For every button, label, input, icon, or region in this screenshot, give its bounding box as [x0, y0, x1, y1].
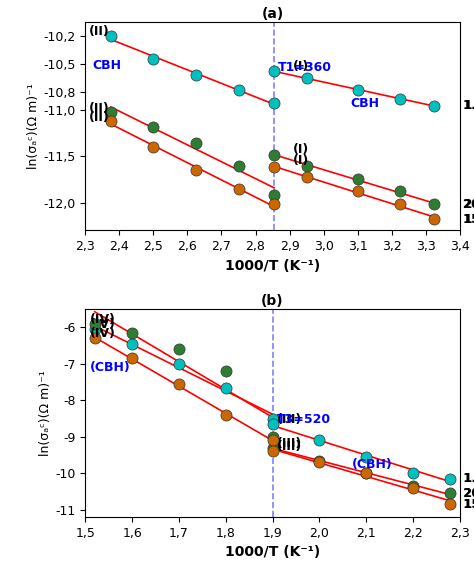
Text: 150 KHz: 150 KHz: [463, 212, 474, 226]
Point: [175, 379, 182, 388]
Point: [362, 469, 370, 478]
Text: (I): (I): [293, 143, 309, 156]
Point: [269, 420, 276, 429]
Point: [91, 325, 99, 334]
Text: 202 KHz: 202 KHz: [456, 198, 474, 211]
Point: [362, 452, 370, 461]
Title: (a): (a): [262, 7, 283, 21]
Point: [271, 191, 278, 200]
Point: [91, 319, 99, 328]
Point: [354, 175, 362, 184]
Point: [222, 383, 229, 392]
Point: [192, 166, 200, 175]
Text: (CBH): (CBH): [352, 458, 393, 471]
Point: [316, 458, 323, 467]
Point: [447, 474, 454, 483]
Point: [128, 354, 136, 363]
Point: [175, 345, 182, 354]
Point: [269, 436, 276, 445]
Point: [269, 443, 276, 452]
Point: [430, 200, 438, 209]
Point: [235, 161, 242, 170]
Point: [409, 468, 417, 477]
Y-axis label: ln(σₐᶜ)(Ω m)⁻¹: ln(σₐᶜ)(Ω m)⁻¹: [39, 370, 53, 456]
Title: (b): (b): [261, 294, 284, 308]
Point: [409, 483, 417, 492]
Point: [192, 138, 200, 147]
Text: (II): (II): [89, 25, 109, 38]
Point: [271, 200, 278, 209]
Point: [128, 339, 136, 348]
Text: 202 KHz: 202 KHz: [455, 487, 474, 500]
Point: [107, 117, 115, 126]
X-axis label: 1000/T (K⁻¹): 1000/T (K⁻¹): [225, 545, 320, 559]
Point: [175, 360, 182, 369]
Point: [269, 447, 276, 456]
Text: 1.2 MHz: 1.2 MHz: [456, 99, 474, 112]
Point: [303, 161, 310, 170]
Point: [303, 172, 310, 181]
Text: 202 KHz: 202 KHz: [463, 198, 474, 211]
Point: [362, 469, 370, 478]
Y-axis label: ln(σₐᶜ)(Ω m)⁻¹: ln(σₐᶜ)(Ω m)⁻¹: [27, 84, 40, 169]
Point: [107, 107, 115, 116]
Point: [430, 101, 438, 110]
Point: [316, 456, 323, 465]
Text: CBH: CBH: [92, 58, 121, 72]
Point: [409, 482, 417, 491]
Text: T1=360: T1=360: [278, 61, 332, 74]
Point: [128, 328, 136, 337]
Point: [447, 489, 454, 498]
Text: (IV): (IV): [90, 318, 116, 331]
Point: [222, 367, 229, 376]
Text: 202 KHz: 202 KHz: [465, 487, 474, 500]
Text: (CBH): (CBH): [90, 361, 131, 374]
Point: [150, 123, 157, 132]
Point: [150, 143, 157, 152]
Point: [396, 200, 404, 209]
Text: 1.2 MHz: 1.2 MHz: [463, 99, 474, 112]
X-axis label: 1000/T (K⁻¹): 1000/T (K⁻¹): [225, 259, 320, 273]
Point: [396, 94, 404, 103]
Point: [354, 187, 362, 196]
Point: [271, 163, 278, 172]
Point: [303, 74, 310, 83]
Point: [192, 71, 200, 80]
Point: [235, 85, 242, 94]
Text: (II): (II): [89, 102, 109, 115]
Point: [150, 55, 157, 64]
Text: (I): (I): [293, 60, 309, 73]
Text: (IV): (IV): [90, 312, 116, 325]
Text: 150 KHz: 150 KHz: [455, 498, 474, 511]
Text: 150 KHz: 150 KHz: [465, 498, 474, 511]
Text: T3=520: T3=520: [277, 413, 331, 426]
Point: [107, 32, 115, 41]
Text: (III): (III): [277, 440, 302, 453]
Text: 150 KHz: 150 KHz: [456, 212, 474, 226]
Text: CBH: CBH: [351, 97, 380, 111]
Point: [316, 436, 323, 445]
Text: 1.2 MHz: 1.2 MHz: [465, 472, 474, 485]
Point: [222, 410, 229, 419]
Point: [235, 184, 242, 193]
Point: [91, 334, 99, 343]
Text: (II): (II): [89, 111, 109, 124]
Point: [396, 187, 404, 196]
Point: [269, 414, 276, 423]
Point: [271, 98, 278, 107]
Point: [271, 67, 278, 76]
Point: [271, 150, 278, 159]
Text: 1.2 MHz: 1.2 MHz: [455, 472, 474, 485]
Text: (I): (I): [293, 155, 309, 167]
Point: [269, 432, 276, 441]
Point: [430, 215, 438, 224]
Point: [354, 85, 362, 94]
Text: (III): (III): [277, 437, 302, 450]
Text: (IV): (IV): [90, 327, 116, 340]
Point: [447, 500, 454, 509]
Text: (III): (III): [277, 413, 302, 426]
